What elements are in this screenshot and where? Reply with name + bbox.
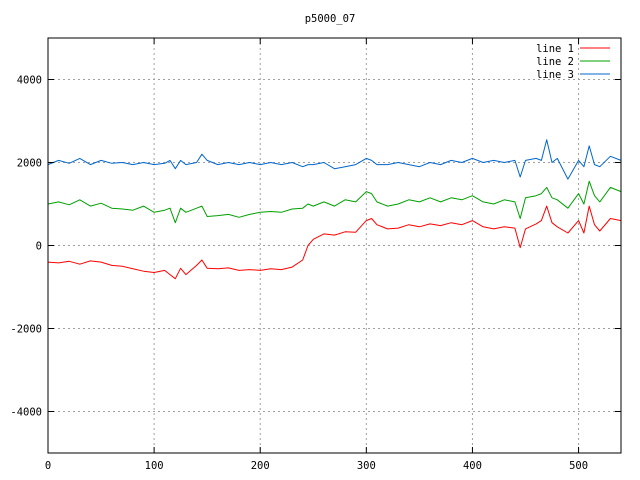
series-line-1 [47,205,622,280]
x-tick-label: 200 [251,460,270,472]
legend-label-1: line 1 [536,43,574,55]
series-line-2 [47,180,622,224]
x-tick-label: 400 [463,460,482,472]
y-tick-label: 4000 [17,75,42,87]
legend-label-3: line 3 [536,69,574,81]
grid-lines [48,38,621,453]
x-tick-label: 0 [45,460,51,472]
y-tick-label: 2000 [17,158,42,170]
x-tick-label: 300 [357,460,376,472]
y-tick-label: 0 [36,241,42,253]
legend-label-2: line 2 [536,56,574,68]
series-line-3 [47,139,622,180]
y-tick-label: -4000 [10,407,42,419]
x-tick-label: 100 [145,460,164,472]
axis-ticks: 0 100 200 300 400 500 -4000 -2000 0 2000 4000 [10,38,621,472]
x-tick-label: 500 [569,460,588,472]
y-tick-label: -2000 [10,324,42,336]
data-series [47,139,622,280]
chart-title: p5000_07 [305,13,356,25]
